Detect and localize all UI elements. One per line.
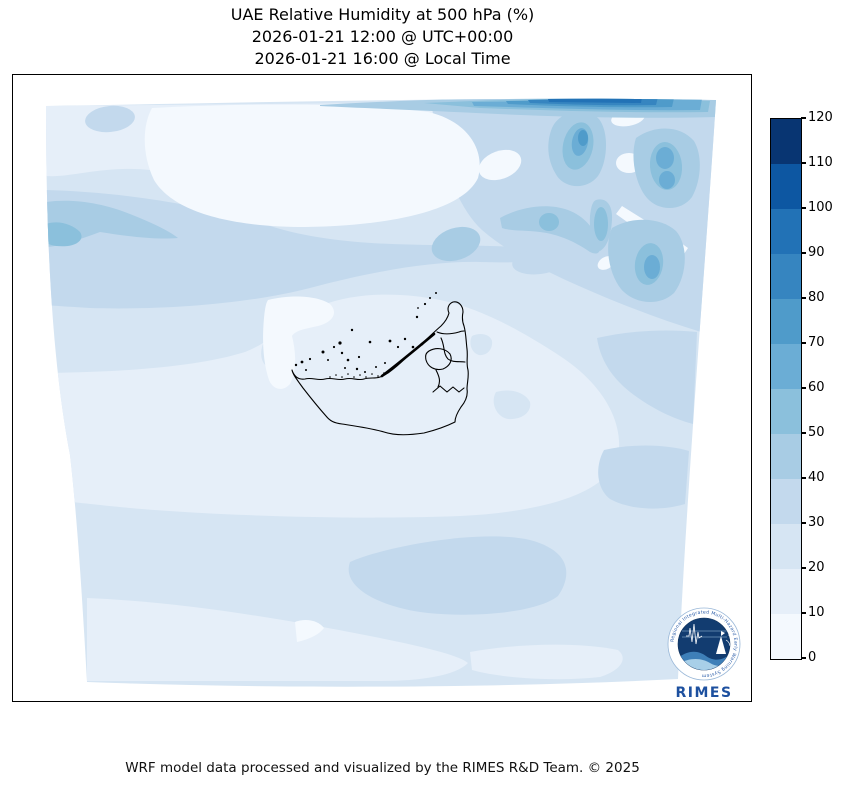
colorbar bbox=[770, 118, 802, 660]
colorbar-band bbox=[771, 164, 801, 209]
chart-subtitle-utc: 2026-01-21 12:00 @ UTC+00:00 bbox=[251, 27, 514, 46]
colorbar-tick-mark bbox=[801, 162, 806, 164]
rimes-wordmark: RIMES bbox=[675, 685, 732, 701]
colorbar-tick-label: 0 bbox=[808, 650, 817, 665]
colorbar-band bbox=[771, 434, 801, 479]
rimes-logo: Regional Integrated Multi-Hazard Early W… bbox=[667, 607, 741, 701]
colorbar-tick-label: 20 bbox=[808, 560, 825, 575]
colorbar-tick-label: 70 bbox=[808, 335, 825, 350]
logo-lighthouse-icon bbox=[716, 636, 726, 654]
contour-band-90-100 bbox=[548, 98, 642, 103]
chart-title-block: UAE Relative Humidity at 500 hPa (%) 202… bbox=[12, 4, 753, 70]
colorbar-band bbox=[771, 209, 801, 254]
humidity-field bbox=[46, 98, 716, 687]
colorbar-band bbox=[771, 119, 801, 164]
colorbar-band bbox=[771, 344, 801, 389]
colorbar-tick-mark bbox=[801, 387, 806, 389]
colorbar-tick-label: 80 bbox=[808, 290, 825, 305]
colorbar-tick-label: 120 bbox=[808, 110, 833, 125]
island-dots bbox=[294, 292, 437, 378]
colorbar-tick-mark bbox=[801, 612, 806, 614]
footer-credit: WRF model data processed and visualized … bbox=[125, 760, 640, 776]
colorbar-tick-mark bbox=[801, 567, 806, 569]
uae-boundary-outline bbox=[291, 301, 469, 436]
colorbar-band bbox=[771, 569, 801, 614]
colorbar-tick-label: 30 bbox=[808, 515, 825, 530]
colorbar-tick-label: 110 bbox=[808, 155, 833, 170]
colorbar-tick-label: 90 bbox=[808, 245, 825, 260]
colorbar-tick-mark bbox=[801, 657, 806, 659]
colorbar-tick-mark bbox=[801, 432, 806, 434]
colorbar-tick-label: 40 bbox=[808, 470, 825, 485]
colorbar-tick-mark bbox=[801, 297, 806, 299]
colorbar-tick-mark bbox=[801, 342, 806, 344]
colorbar-tick-label: 60 bbox=[808, 380, 825, 395]
colorbar-tick-label: 50 bbox=[808, 425, 825, 440]
colorbar-tick-mark bbox=[801, 207, 806, 209]
logo-seismogram-icon bbox=[686, 623, 703, 645]
colorbar-band bbox=[771, 614, 801, 659]
colorbar-tick-mark bbox=[801, 117, 806, 119]
colorbar-tick-label: 100 bbox=[808, 200, 833, 215]
chart-subtitle-local: 2026-01-21 16:00 @ Local Time bbox=[254, 49, 511, 68]
colorbar-band bbox=[771, 389, 801, 434]
colorbar-band bbox=[771, 524, 801, 569]
colorbar-band bbox=[771, 299, 801, 344]
colorbar-tick-mark bbox=[801, 252, 806, 254]
colorbar-band bbox=[771, 254, 801, 299]
colorbar-tick-mark bbox=[801, 522, 806, 524]
logo-flag bbox=[721, 631, 725, 636]
colorbar-tick-label: 10 bbox=[808, 605, 825, 620]
colorbar-band bbox=[771, 479, 801, 524]
colorbar-tick-mark bbox=[801, 477, 806, 479]
chart-title: UAE Relative Humidity at 500 hPa (%) bbox=[230, 5, 535, 24]
